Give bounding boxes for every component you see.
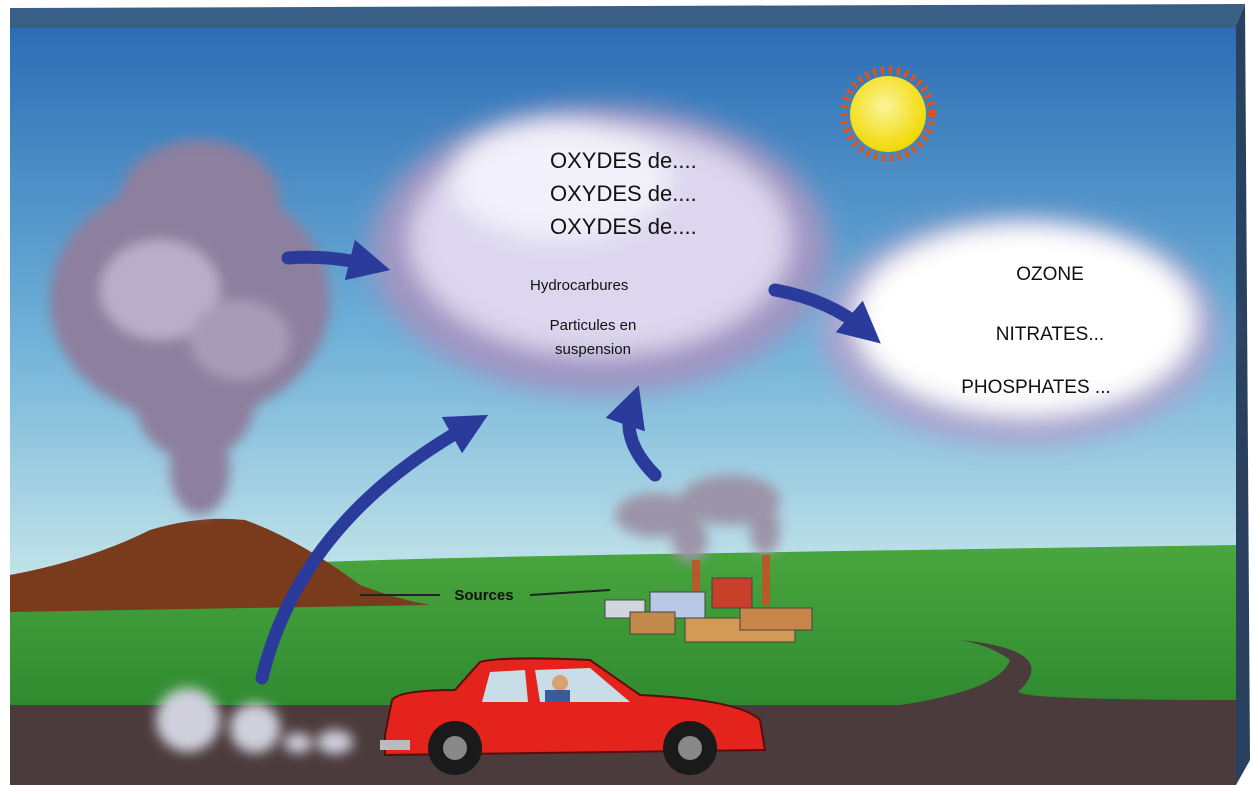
oxydes-line: OXYDES de.... xyxy=(550,148,697,173)
product-line: PHOSPHATES ... xyxy=(961,377,1111,398)
board-side xyxy=(1235,4,1250,785)
page: OXYDES de.... OXYDES de.... OXYDES de...… xyxy=(0,0,1252,785)
hydrocarbures: Hydrocarbures xyxy=(530,277,628,294)
illustration: OXYDES de.... OXYDES de.... OXYDES de...… xyxy=(0,0,1252,785)
sources-label: Sources xyxy=(454,587,513,604)
product-line: NITRATES... xyxy=(996,324,1104,345)
particules-line: Particules en xyxy=(550,317,637,334)
oxydes-line: OXYDES de.... xyxy=(550,181,697,206)
oxydes-line: OXYDES de.... xyxy=(550,214,697,239)
product-line: OZONE xyxy=(1016,264,1084,285)
particules-line: suspension xyxy=(555,341,631,358)
board-top xyxy=(10,4,1245,28)
